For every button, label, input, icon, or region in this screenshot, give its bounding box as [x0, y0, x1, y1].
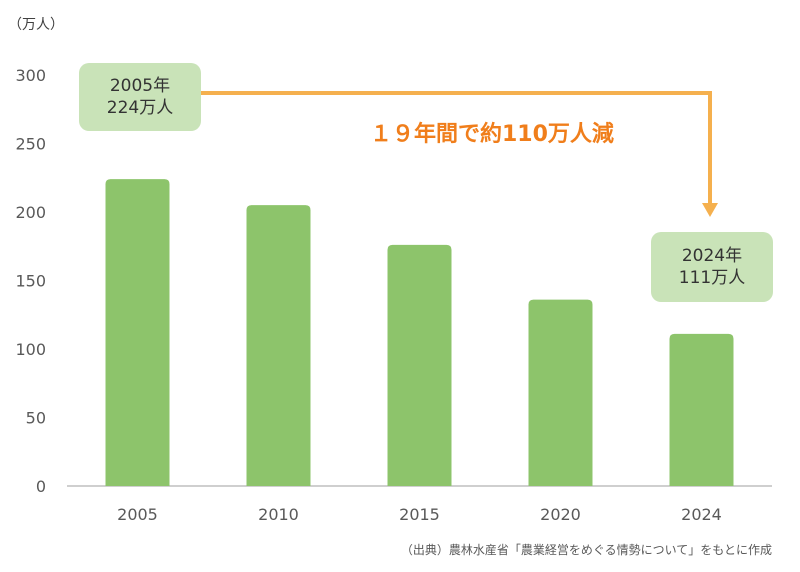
bar-2024 — [669, 333, 734, 486]
bar-2020 — [528, 299, 593, 486]
y-tick-label: 50 — [26, 409, 46, 428]
y-tick-label: 0 — [36, 477, 46, 496]
y-tick-label: 100 — [15, 340, 46, 359]
x-tick-label: 2020 — [540, 505, 581, 524]
x-tick-label: 2005 — [117, 505, 158, 524]
y-tick-label: 250 — [15, 135, 46, 154]
bar-2010 — [246, 205, 311, 486]
callout-start: 2005年 224万人 — [79, 63, 201, 131]
x-tick-label: 2024 — [681, 505, 722, 524]
callout-end: 2024年 111万人 — [651, 232, 773, 302]
y-axis-unit-label: （万人） — [8, 17, 64, 33]
callout-start-value: 224万人 — [106, 98, 174, 118]
y-tick-label: 200 — [15, 203, 46, 222]
callout-start-year: 2005年 — [109, 76, 171, 96]
x-tick-label: 2010 — [258, 505, 299, 524]
decline-arrow-line — [201, 91, 712, 205]
bar-2015 — [387, 244, 452, 486]
callout-end-value: 111万人 — [678, 268, 746, 288]
x-tick-label: 2015 — [399, 505, 440, 524]
bar-2005 — [105, 179, 170, 486]
callout-end-year: 2024年 — [681, 246, 743, 266]
source-note: （出典）農林水産省「農業経営をめぐる情勢について」をもとに作成 — [400, 543, 772, 557]
decline-headline: １９年間で約110万人減 — [370, 122, 614, 147]
decline-arrow-head — [702, 203, 718, 217]
y-tick-label: 150 — [15, 272, 46, 291]
y-tick-label: 300 — [15, 66, 46, 85]
